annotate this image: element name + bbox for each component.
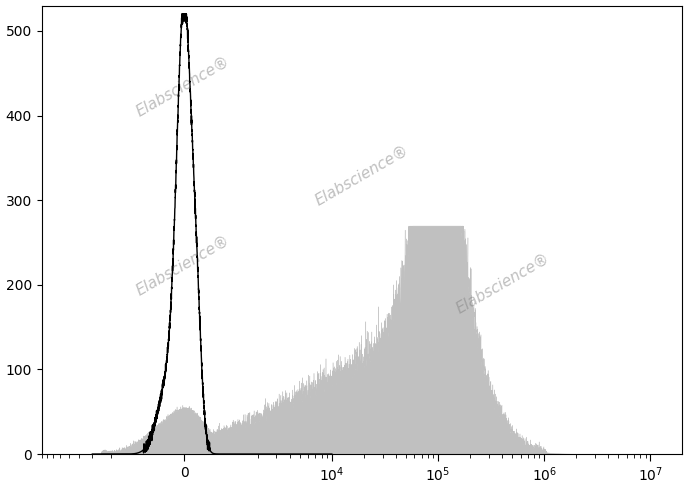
Text: Elabscience®: Elabscience® <box>312 143 411 209</box>
Text: Elabscience®: Elabscience® <box>133 53 232 119</box>
Text: Elabscience®: Elabscience® <box>453 251 552 317</box>
Text: Elabscience®: Elabscience® <box>133 233 232 298</box>
